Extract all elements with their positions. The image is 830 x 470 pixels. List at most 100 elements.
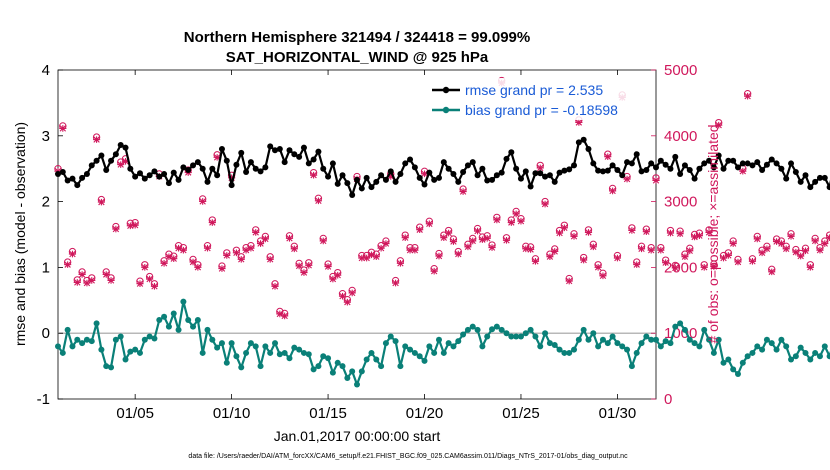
bias-point	[522, 330, 529, 337]
obs-assimilated-marker	[88, 277, 96, 284]
bias-point	[440, 349, 447, 356]
obs-assimilated-marker	[281, 312, 289, 320]
bias-point	[175, 326, 182, 333]
obs-assimilated-marker	[150, 283, 159, 290]
obs-assimilated-marker	[430, 267, 438, 275]
rmse-point	[725, 157, 732, 164]
rmse-point	[228, 182, 235, 189]
obs-assimilated-marker	[719, 254, 728, 262]
bias-point	[715, 336, 722, 343]
bias-point	[416, 353, 423, 360]
rmse-point	[122, 144, 129, 151]
bias-point	[455, 338, 462, 345]
bias-point	[821, 343, 828, 350]
bias-point	[88, 338, 95, 345]
bias-point	[69, 343, 76, 350]
rmse-point	[508, 149, 515, 156]
bias-point	[561, 349, 568, 356]
obs-assimilated-marker	[97, 198, 106, 206]
bias-point	[79, 340, 86, 347]
rmse-point	[440, 159, 447, 166]
bias-point	[209, 336, 216, 343]
rmse-point	[363, 174, 370, 181]
obs-assimilated-marker	[290, 245, 298, 253]
rmse-point	[431, 176, 438, 183]
bias-point	[411, 349, 418, 356]
obs-assimilated-marker	[594, 263, 602, 271]
rmse-point	[792, 168, 799, 175]
rmse-point	[382, 176, 389, 183]
obs-assimilated-marker	[473, 227, 482, 235]
right-y-tick-label: 3000	[664, 194, 697, 211]
left-y-tick-label: 4	[42, 62, 50, 79]
obs-assimilated-marker	[406, 246, 414, 254]
rmse-point	[599, 168, 606, 175]
rmse-point	[744, 160, 751, 167]
rmse-point	[720, 165, 727, 172]
rmse-point	[252, 165, 259, 172]
rmse-point	[551, 178, 558, 185]
rmse-point	[734, 164, 741, 171]
rmse-point	[763, 161, 770, 168]
obs-assimilated-marker	[608, 187, 617, 195]
bias-point	[807, 356, 814, 363]
rmse-point	[657, 157, 664, 164]
rmse-point	[450, 170, 457, 177]
obs-assimilated-marker	[642, 228, 650, 236]
rmse-point	[754, 159, 761, 166]
obs-assimilated-marker	[117, 161, 125, 168]
bias-point	[98, 346, 105, 353]
rmse-point	[614, 167, 621, 174]
rmse-point	[296, 153, 303, 160]
rmse-point	[672, 153, 679, 160]
rmse-point	[783, 175, 790, 182]
obs-assimilated-marker	[690, 233, 699, 241]
bias-point	[112, 336, 119, 343]
bias-point	[325, 355, 332, 362]
obs-assimilated-marker	[821, 240, 829, 247]
rmse-point	[749, 162, 756, 169]
rmse-point	[344, 180, 351, 187]
rmse-point	[291, 151, 298, 158]
obs-assimilated-marker	[343, 298, 351, 306]
obs-assimilated-marker	[772, 238, 781, 245]
bias-point	[276, 351, 283, 358]
obs-assimilated-marker	[493, 216, 501, 224]
bias-point	[315, 363, 322, 370]
rmse-point	[267, 143, 274, 150]
obs-assimilated-marker	[285, 235, 294, 242]
rmse-point	[194, 159, 201, 166]
rmse-point	[59, 168, 66, 175]
bias-point	[146, 333, 153, 340]
left-y-tick-label: 3	[42, 128, 50, 145]
obs-assimilated-marker	[223, 252, 231, 259]
bias-point	[59, 349, 66, 356]
rmse-point	[79, 174, 86, 181]
obs-assimilated-marker	[695, 232, 704, 239]
bias-point	[816, 353, 823, 360]
rmse-point	[156, 173, 163, 180]
obs-assimilated-marker	[425, 220, 433, 228]
obs-assimilated-marker	[782, 245, 790, 253]
rmse-point	[233, 161, 240, 168]
obs-assimilated-marker	[440, 234, 448, 241]
obs-assimilated-marker	[801, 247, 810, 255]
bias-point	[426, 343, 433, 350]
rmse-point	[768, 156, 775, 163]
obs-assimilated-marker	[483, 235, 491, 242]
rmse-point	[392, 178, 399, 185]
obs-assimilated-marker	[454, 250, 462, 258]
obs-assimilated-marker	[758, 249, 766, 257]
rmse-point	[802, 172, 809, 179]
obs-count-series	[54, 76, 830, 320]
bias-point	[339, 363, 346, 370]
x-axis-label: Jan.01,2017 00:00:00 start	[274, 428, 441, 444]
bias-point	[498, 326, 505, 333]
rmse-point	[204, 178, 211, 185]
bias-point	[484, 333, 491, 340]
x-tick-label: 01/30	[599, 405, 637, 422]
rmse-point	[816, 174, 823, 181]
obs-assimilated-marker	[416, 226, 424, 234]
obs-assimilated-marker	[391, 279, 400, 287]
obs-assimilated-marker	[787, 233, 795, 240]
